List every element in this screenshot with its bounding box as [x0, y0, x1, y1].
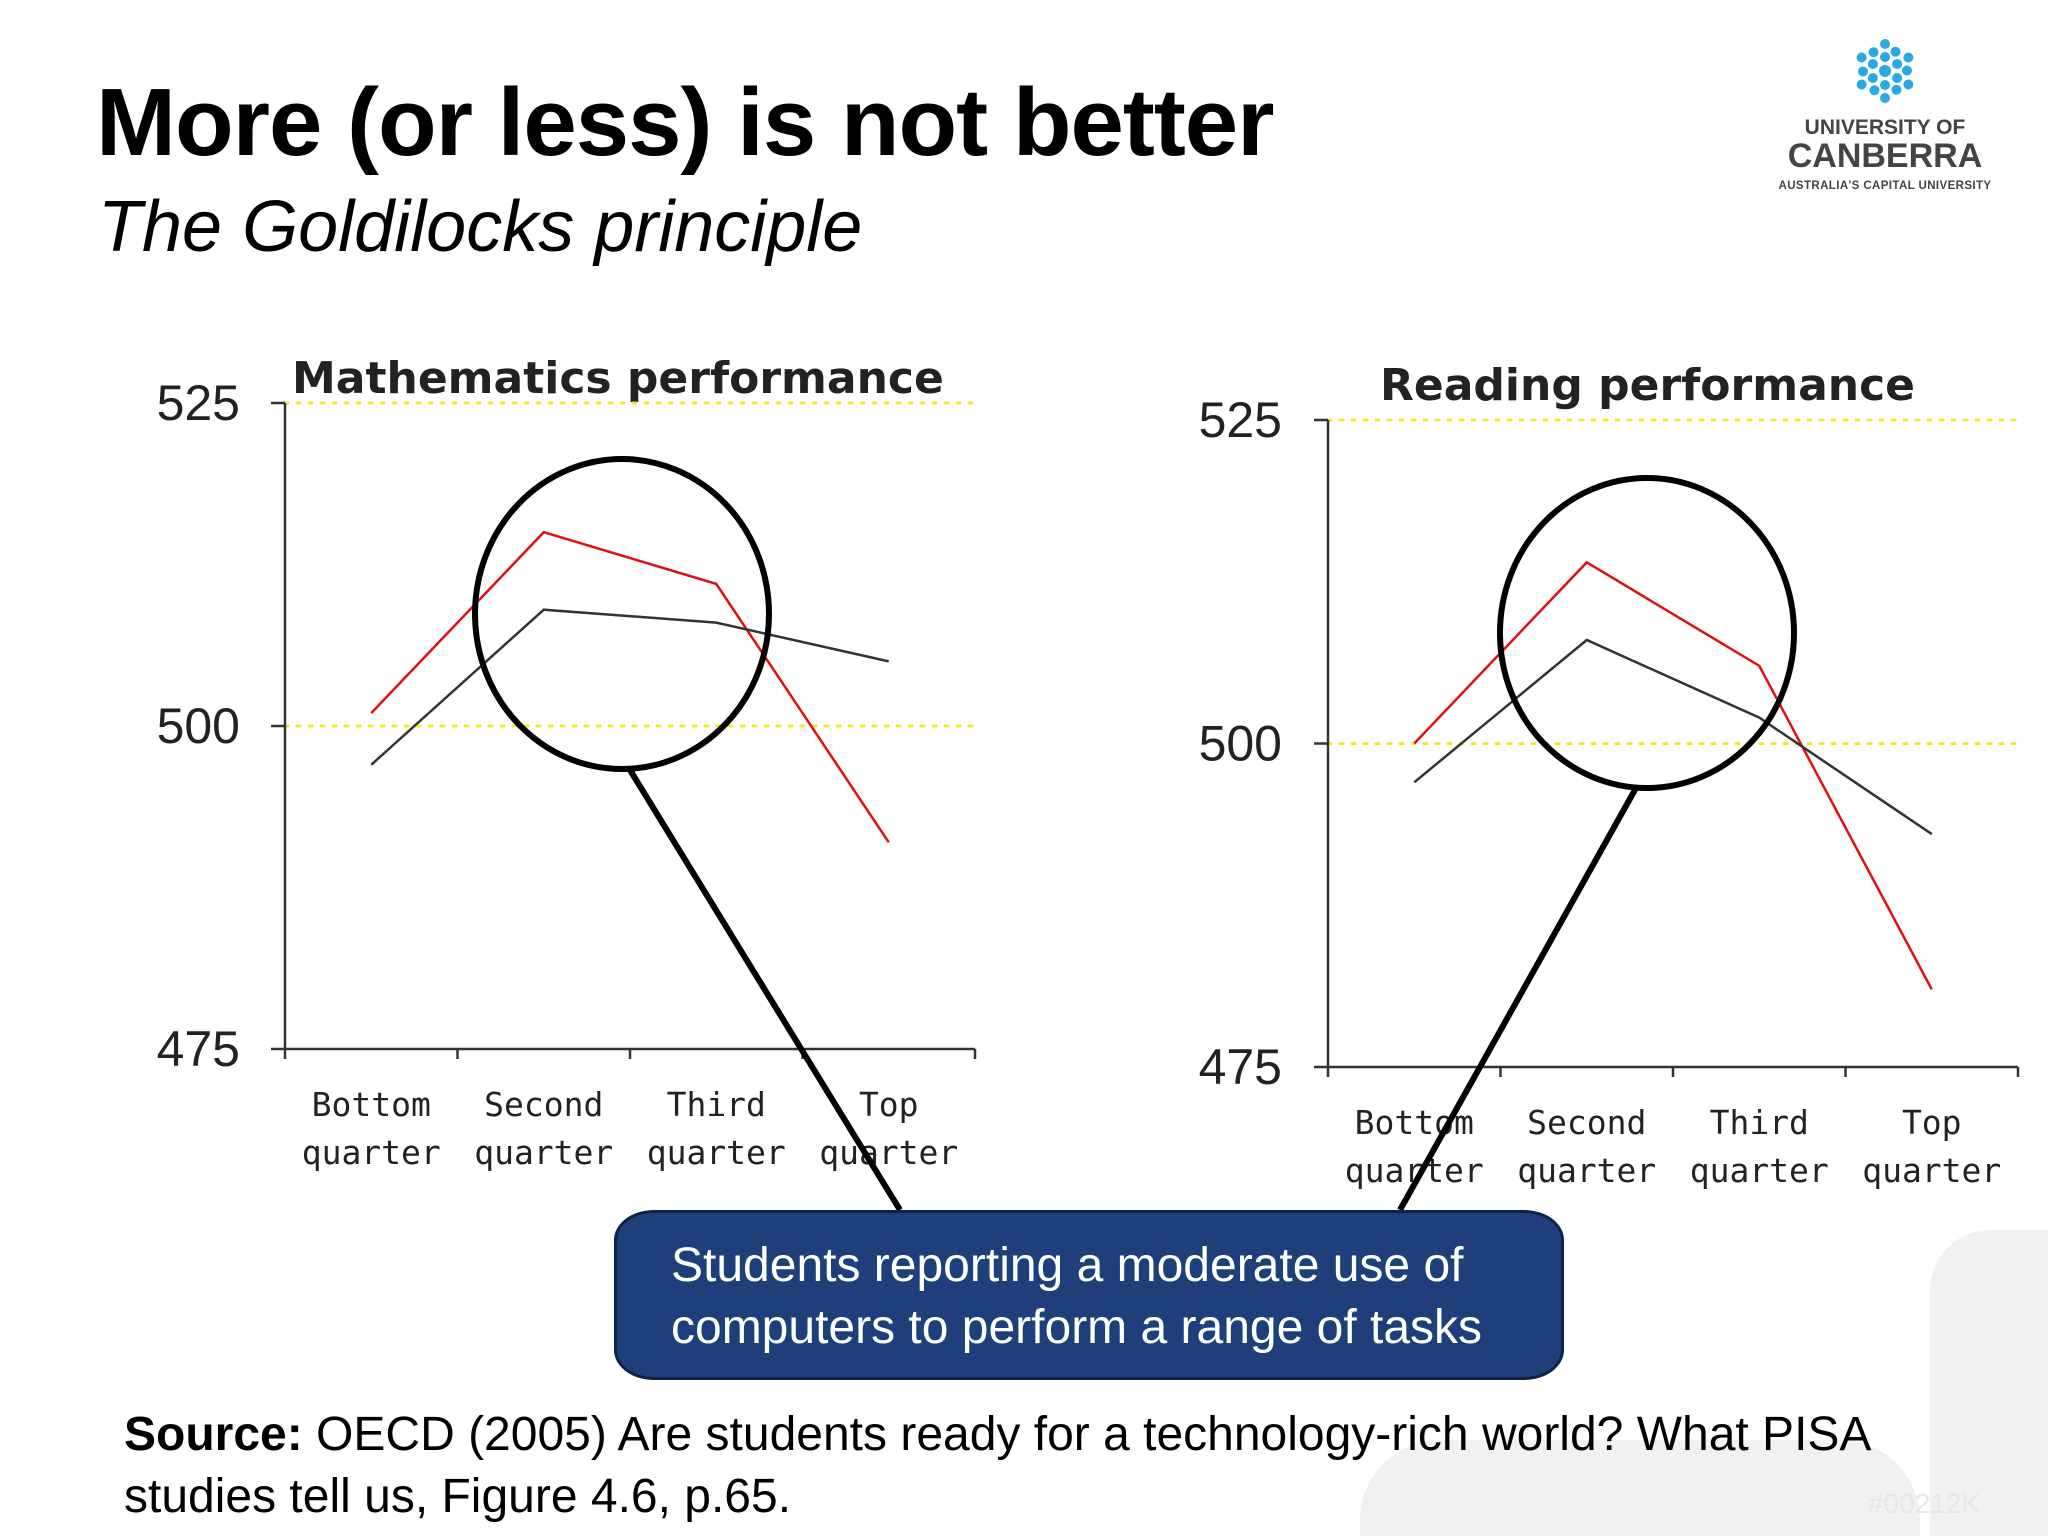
- snowflake-molecule-icon: [1856, 39, 1914, 103]
- series-line: [1413, 638, 1933, 836]
- logo-dot: [1868, 47, 1879, 58]
- logo-dot: [1903, 79, 1914, 90]
- highlight-circle: [1497, 475, 1797, 791]
- x-tick-label: quarter: [647, 1133, 786, 1172]
- x-tick-label: Third: [667, 1085, 766, 1124]
- slide-title: More (or less) is not better: [96, 69, 1275, 176]
- y-tick-label: 475: [1199, 1039, 1282, 1095]
- logo-dot: [1858, 66, 1869, 77]
- reading-chart: Reading performance475500525Bottomquarte…: [1199, 360, 2020, 1190]
- logo-dot: [1903, 52, 1914, 63]
- callout-pointer-line: [627, 768, 903, 1212]
- x-tick-label: Bottom: [312, 1085, 431, 1124]
- x-tick-label: Top: [859, 1085, 919, 1124]
- logo-dot: [1867, 73, 1878, 83]
- x-tick-label: quarter: [474, 1133, 613, 1172]
- background-decoration: [1930, 1230, 2048, 1536]
- logo-dot: [1891, 84, 1902, 95]
- callout-pointer-line: [1397, 786, 1639, 1212]
- series-line: [1413, 560, 1933, 990]
- logo-dot: [1880, 52, 1890, 62]
- y-tick-label: 475: [157, 1021, 240, 1077]
- callout-text: Students reporting a moderate use of com…: [671, 1239, 1483, 1354]
- logo-dot: [1879, 65, 1891, 77]
- x-tick-label: Second: [1527, 1103, 1646, 1142]
- highlight-circle: [472, 456, 772, 772]
- logo-dot: [1856, 52, 1867, 63]
- x-tick-label: Second: [484, 1085, 603, 1124]
- logo-line-2: CANBERRA: [1787, 137, 1983, 175]
- logo-dot: [1869, 85, 1880, 96]
- x-tick-label: quarter: [819, 1133, 958, 1172]
- background-decoration-2: [1360, 1440, 1920, 1536]
- university-logo: UNIVERSITY OF CANBERRA AUSTRALIA'S CAPIT…: [1740, 36, 2030, 196]
- y-tick-label: 525: [1199, 392, 1282, 448]
- logo-dot: [1901, 65, 1912, 76]
- slide-subtitle: The Goldilocks principle: [98, 187, 863, 267]
- source-citation: Source: OECD (2005) Are students ready f…: [124, 1404, 1924, 1528]
- logo-line-1: UNIVERSITY OF: [1804, 116, 1966, 139]
- mathematics-chart: Mathematics performance 475 500 525 Bottom qu…: [157, 353, 977, 1172]
- logo-dot: [1880, 93, 1890, 103]
- series-line: [370, 608, 890, 766]
- series-line: [370, 530, 890, 843]
- y-tick-label: 500: [157, 698, 240, 754]
- x-tick-label: Top: [1902, 1103, 1962, 1142]
- logo-dot: [1892, 73, 1903, 83]
- x-tick-label: quarter: [1517, 1151, 1656, 1190]
- source-label: Source:: [124, 1408, 303, 1461]
- x-tick-label: quarter: [302, 1133, 441, 1172]
- logo-dot: [1867, 59, 1878, 69]
- callout-pointers: [627, 768, 1639, 1212]
- x-tick-label: quarter: [1862, 1151, 2001, 1190]
- logo-dot: [1890, 46, 1901, 57]
- x-tick-label: quarter: [1690, 1151, 1829, 1190]
- logo-dot: [1892, 59, 1903, 69]
- y-tick-label: 525: [157, 375, 240, 431]
- logo-line-3: AUSTRALIA'S CAPITAL UNIVERSITY: [1778, 180, 1992, 192]
- x-tick-label: Third: [1710, 1103, 1809, 1142]
- logo-dot: [1856, 79, 1867, 90]
- watermark-id: #00212K: [1868, 1488, 1981, 1519]
- chart-title: Reading performance: [1380, 360, 1915, 411]
- logo-dot: [1880, 80, 1890, 90]
- callout-box: Students reporting a moderate use of com…: [614, 1210, 1564, 1380]
- source-text: OECD (2005) Are students ready for a tec…: [124, 1408, 1869, 1523]
- chart-title: Mathematics performance: [292, 353, 944, 404]
- y-tick-label: 500: [1199, 716, 1282, 772]
- logo-dot: [1880, 39, 1890, 49]
